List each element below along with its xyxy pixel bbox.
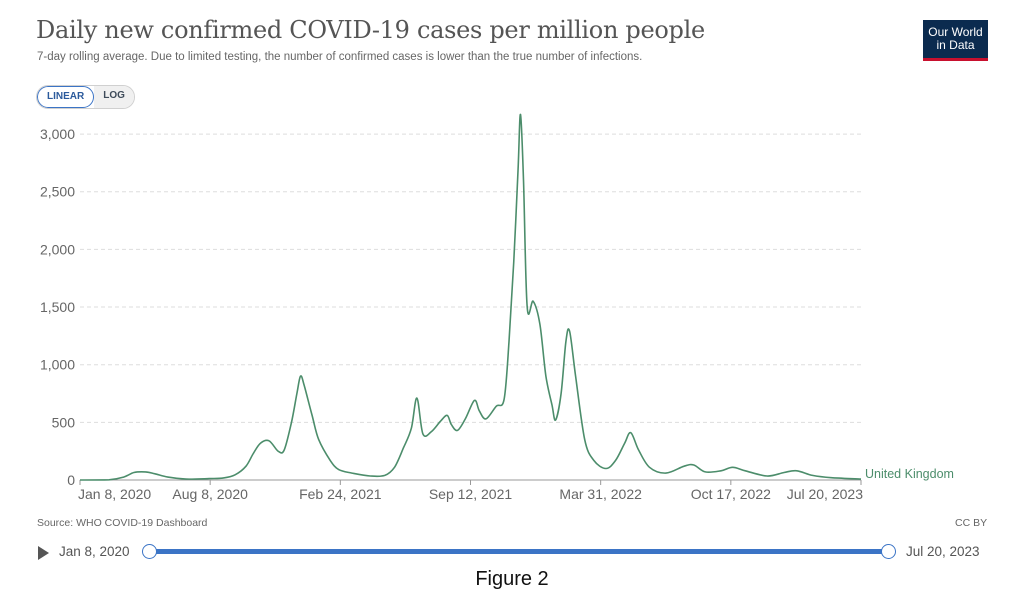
scale-toggle: LINEAR LOG: [36, 85, 135, 109]
timeline: Jan 8, 2020 Jul 20, 2023: [0, 538, 1024, 566]
chart-subtitle: 7-day rolling average. Due to limited te…: [37, 51, 643, 63]
y-tick-label: 500: [52, 414, 76, 430]
log-scale-button[interactable]: LOG: [94, 86, 134, 108]
source-note[interactable]: Source: WHO COVID-19 Dashboard: [37, 517, 208, 529]
play-icon[interactable]: [38, 546, 49, 560]
gridlines: [80, 133, 861, 481]
owid-logo[interactable]: Our World in Data: [923, 20, 988, 61]
series-line-united-kingdom[interactable]: [79, 113, 862, 481]
x-tick-label: Jul 20, 2023: [787, 486, 863, 502]
series-label[interactable]: United Kingdom: [865, 467, 954, 481]
chart-title: Daily new confirmed COVID-19 cases per m…: [36, 16, 705, 44]
series-group: United Kingdom: [79, 113, 954, 481]
timeline-end-handle[interactable]: [881, 544, 896, 559]
x-tick-label: Jan 8, 2020: [78, 486, 151, 502]
logo-line-1: Our World: [928, 25, 983, 39]
y-tick-label: 2,500: [40, 184, 75, 200]
timeline-start-label: Jan 8, 2020: [59, 544, 130, 559]
x-tick-label: Feb 24, 2021: [299, 486, 382, 502]
x-tick-label: Aug 8, 2020: [172, 486, 248, 502]
x-tick-label: Oct 17, 2022: [691, 486, 771, 502]
timeline-track[interactable]: [150, 549, 889, 554]
timeline-start-handle[interactable]: [142, 544, 157, 559]
x-axis: Jan 8, 2020 Aug 8, 2020 Feb 24, 2021 Sep 12…: [78, 480, 863, 502]
y-tick-label: 2,000: [40, 241, 75, 257]
y-tick-label: 1,500: [40, 299, 75, 315]
figure-caption: Figure 2: [475, 568, 549, 590]
linear-scale-button[interactable]: LINEAR: [37, 86, 95, 108]
license-label[interactable]: CC BY: [955, 517, 988, 529]
y-tick-label: 3,000: [40, 126, 75, 142]
logo-line-2: in Data: [936, 38, 975, 52]
x-tick-label: Sep 12, 2021: [429, 486, 513, 502]
y-axis-ticks: 0 500 1,000 1,500 2,000 2,500 3,000: [40, 126, 75, 488]
timeline-end-label: Jul 20, 2023: [906, 544, 980, 559]
y-tick-label: 1,000: [40, 357, 75, 373]
y-tick-label: 0: [67, 472, 75, 488]
x-tick-label: Mar 31, 2022: [559, 486, 642, 502]
